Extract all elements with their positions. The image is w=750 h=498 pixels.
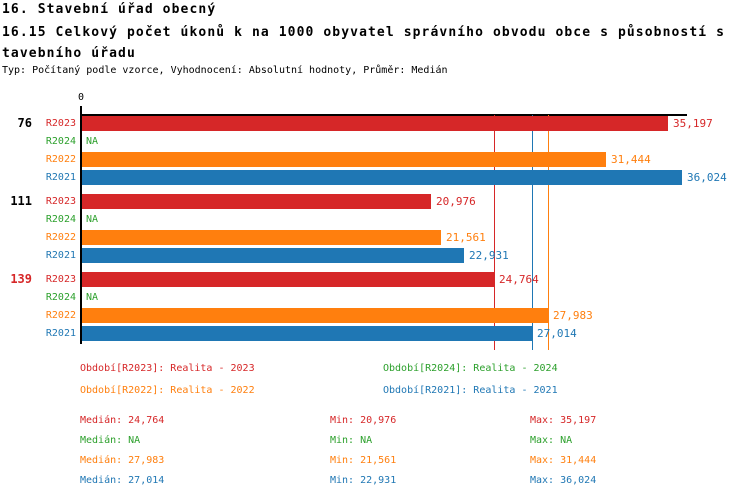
legend-item-red: Období[R2023]: Realita - 2023 <box>80 363 255 374</box>
bar-r2021 <box>82 248 464 263</box>
na-label: NA <box>86 292 99 303</box>
bar-value-label: 22,931 <box>469 249 509 262</box>
bar-value-label: 24,764 <box>499 273 539 286</box>
median-line-red <box>494 115 495 350</box>
bar-r2022 <box>82 230 441 245</box>
bar-r2023 <box>82 116 668 131</box>
page-title: 16. Stavební úřad obecný <box>2 2 217 17</box>
na-label: NA <box>86 136 99 147</box>
bar-r2021 <box>82 170 682 185</box>
bar-value-label: 36,024 <box>687 171 727 184</box>
bar-value-label: 27,983 <box>553 309 593 322</box>
series-label-r2024: R2024 <box>45 214 76 225</box>
stat-cell-blue: Max: 36,024 <box>530 475 597 486</box>
indicator-meta: Typ: Počítaný podle vzorce, Vyhodnocení:… <box>2 65 448 76</box>
series-label-r2022: R2022 <box>45 232 76 243</box>
legend-item-green: Období[R2024]: Realita - 2024 <box>383 363 558 374</box>
indicator-title-line1: 16.15 Celkový počet úkonů k na 1000 obyv… <box>2 25 726 40</box>
legend-item-blue: Období[R2021]: Realita - 2021 <box>383 385 558 396</box>
stat-cell-blue: Medián: 27,014 <box>80 475 165 486</box>
bar-value-label: 35,197 <box>673 117 713 130</box>
bar-r2021 <box>82 326 532 341</box>
stat-cell-green: Max: NA <box>530 435 573 446</box>
series-label-r2021: R2021 <box>45 250 76 261</box>
stat-cell-orange: Medián: 27,983 <box>80 455 165 466</box>
group-label: 139 <box>10 272 32 286</box>
bar-value-label: 20,976 <box>436 195 476 208</box>
stat-cell-green: Min: NA <box>330 435 373 446</box>
group-label: 76 <box>17 116 32 130</box>
stat-cell-orange: Max: 31,444 <box>530 455 597 466</box>
x-axis-zero-tick-label: 0 <box>77 92 85 103</box>
x-axis-line <box>80 114 687 116</box>
bar-value-label: 21,561 <box>446 231 486 244</box>
indicator-title-line2: tavebního úřadu <box>2 46 136 61</box>
median-line-blue <box>532 115 533 350</box>
series-label-r2024: R2024 <box>45 136 76 147</box>
stat-cell-green: Medián: NA <box>80 435 141 446</box>
series-label-r2021: R2021 <box>45 328 76 339</box>
bar-r2022 <box>82 152 606 167</box>
series-label-r2023: R2023 <box>45 118 76 129</box>
series-label-r2024: R2024 <box>45 292 76 303</box>
group-label: 111 <box>10 194 32 208</box>
bar-r2023 <box>82 272 494 287</box>
stat-cell-red: Medián: 24,764 <box>80 415 165 426</box>
series-label-r2023: R2023 <box>45 196 76 207</box>
stat-cell-red: Min: 20,976 <box>330 415 397 426</box>
stat-cell-red: Max: 35,197 <box>530 415 597 426</box>
legend-item-orange: Období[R2022]: Realita - 2022 <box>80 385 255 396</box>
stat-cell-orange: Min: 21,561 <box>330 455 397 466</box>
bar-r2023 <box>82 194 431 209</box>
median-line-orange <box>548 115 549 350</box>
series-label-r2022: R2022 <box>45 154 76 165</box>
bar-r2022 <box>82 308 548 323</box>
bar-value-label: 27,014 <box>537 327 577 340</box>
series-label-r2023: R2023 <box>45 274 76 285</box>
bar-value-label: 31,444 <box>611 153 651 166</box>
series-label-r2021: R2021 <box>45 172 76 183</box>
y-axis-line <box>80 106 82 344</box>
series-label-r2022: R2022 <box>45 310 76 321</box>
na-label: NA <box>86 214 99 225</box>
stat-cell-blue: Min: 22,931 <box>330 475 397 486</box>
